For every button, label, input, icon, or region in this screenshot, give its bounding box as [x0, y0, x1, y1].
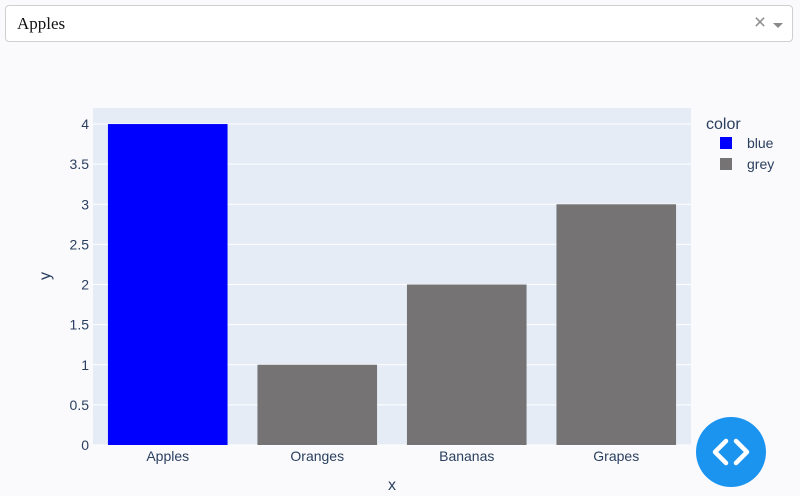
x-tick-label: Apples — [146, 448, 189, 464]
legend-label-blue[interactable]: blue — [747, 135, 774, 151]
y-tick-label: 0.5 — [70, 397, 90, 413]
close-icon[interactable]: × — [753, 11, 767, 34]
code-icon — [712, 438, 750, 466]
y-tick-label: 2 — [81, 277, 89, 293]
y-tick-label: 1.5 — [70, 317, 90, 333]
bar-oranges[interactable] — [257, 364, 378, 445]
dropdown-selected-value: Apples — [17, 14, 66, 33]
legend-title: color — [706, 116, 741, 133]
y-tick-label: 2.5 — [70, 236, 90, 252]
fruit-dropdown[interactable]: Apples × — [5, 5, 793, 42]
legend-swatch-blue[interactable] — [720, 137, 732, 149]
y-tick-label: 3.5 — [70, 156, 90, 172]
x-tick-label: Oranges — [290, 448, 344, 464]
y-tick-label: 1 — [81, 357, 89, 373]
x-axis-title: x — [388, 477, 396, 494]
legend-label-grey[interactable]: grey — [747, 156, 774, 172]
x-tick-labels: Apples Oranges Bananas Grapes — [146, 448, 639, 464]
bar-bananas[interactable] — [406, 284, 527, 445]
y-tick-label: 3 — [81, 196, 89, 212]
bar-grapes[interactable] — [556, 204, 677, 445]
y-tick-labels: 0 0.5 1 1.5 2 2.5 3 3.5 4 — [70, 116, 90, 453]
x-tick-label: Grapes — [593, 448, 639, 464]
caret-down-icon[interactable] — [773, 23, 783, 28]
y-tick-label: 4 — [81, 116, 89, 132]
bars — [107, 124, 677, 446]
y-tick-label: 0 — [81, 437, 89, 453]
legend-swatch-grey[interactable] — [720, 158, 732, 170]
y-axis-title: y — [37, 272, 54, 280]
legend: color blue grey — [706, 116, 774, 172]
code-toggle-button[interactable] — [696, 417, 766, 487]
x-tick-label: Bananas — [439, 448, 494, 464]
bar-apples[interactable] — [107, 124, 228, 446]
